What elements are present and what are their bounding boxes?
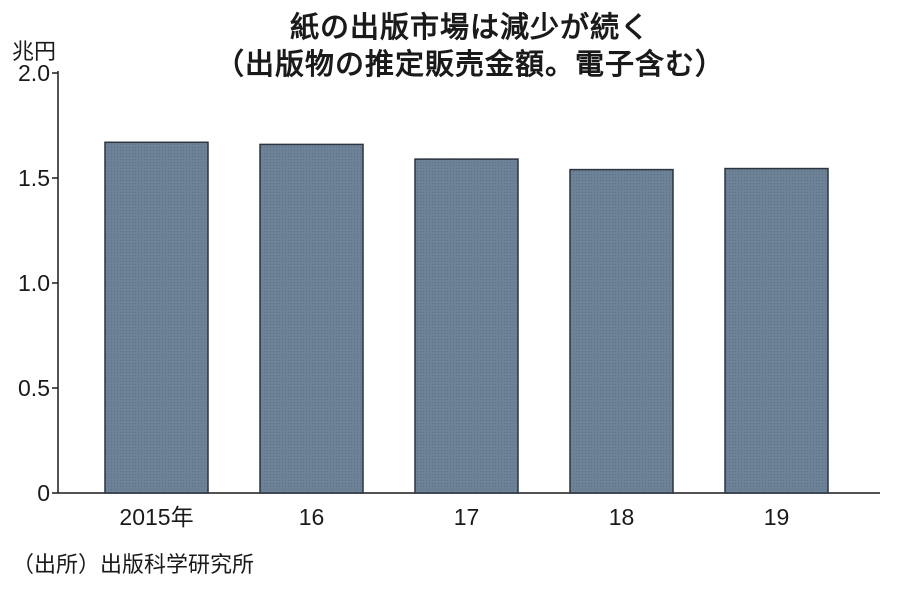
chart-title: 紙の出版市場は減少が続く <box>289 10 650 44</box>
y-tick-label: 1.0 <box>18 270 50 296</box>
x-category-label: 17 <box>454 504 480 530</box>
bar <box>724 167 829 494</box>
y-tick-label: 0.5 <box>18 375 50 401</box>
bar <box>259 143 364 494</box>
source-note: （出所）出版科学研究所 <box>12 553 255 578</box>
y-tick-label: 2.0 <box>18 60 50 86</box>
bar <box>414 158 519 494</box>
x-category-label: 18 <box>609 504 635 530</box>
y-tick-label: 0 <box>37 480 50 506</box>
bar <box>569 168 674 494</box>
chart-subtitle: （出版物の推定販売金額。電子含む） <box>214 47 725 81</box>
x-category-label: 19 <box>764 504 790 530</box>
bar <box>104 141 209 494</box>
y-tick-label: 1.5 <box>18 165 50 191</box>
x-category-label: 16 <box>299 504 325 530</box>
x-category-label: 2015年 <box>119 504 193 530</box>
y-axis-unit-label: 兆円 <box>12 40 57 65</box>
